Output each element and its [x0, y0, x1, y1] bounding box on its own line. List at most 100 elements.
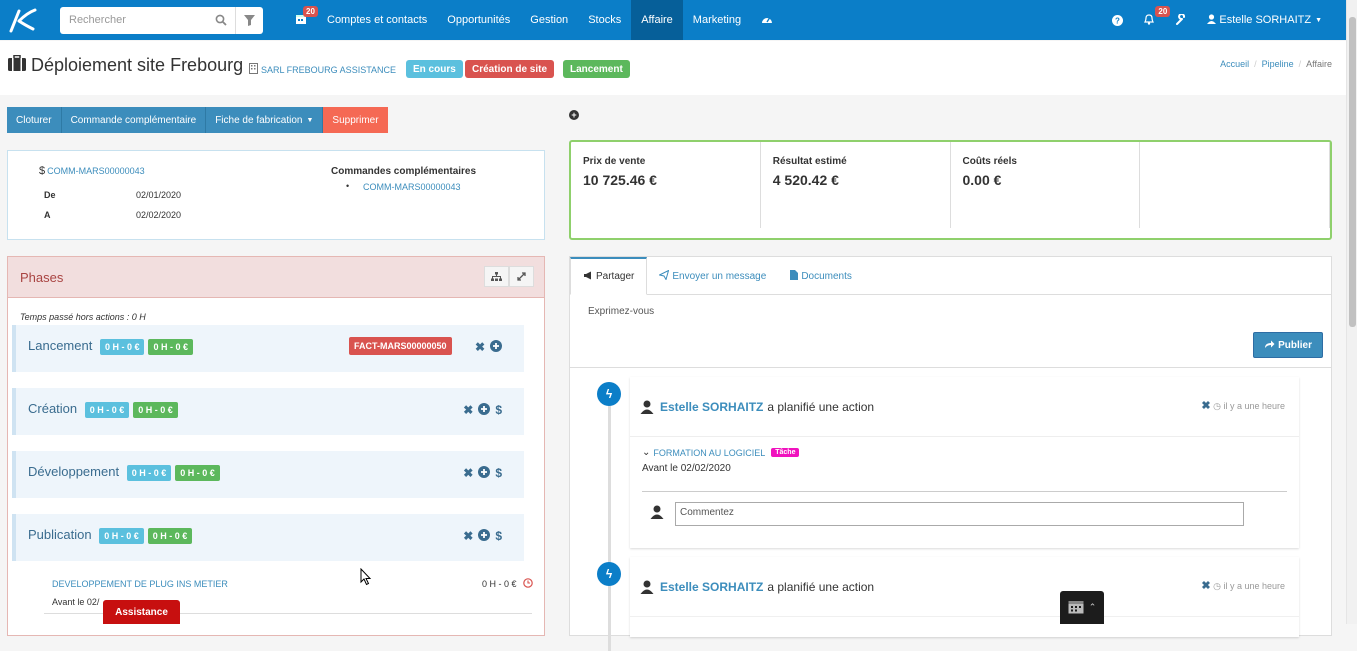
timeline-line — [608, 391, 611, 651]
tab-label: Documents — [801, 270, 852, 282]
filter-icon[interactable] — [235, 6, 263, 34]
page-scrollbar[interactable] — [1346, 0, 1357, 624]
company-link[interactable]: SARL FREBOURG ASSISTANCE — [249, 63, 396, 76]
phase-name: Création — [28, 401, 78, 416]
timeline-entry: Estelle SORHAITZ a planifié une action ✖… — [630, 377, 1299, 548]
dollar-icon[interactable]: $ — [495, 529, 502, 543]
de-value: 02/01/2020 — [136, 190, 182, 200]
dashboard-icon — [761, 14, 773, 27]
commande-complementaire-button[interactable]: Commande complémentaire — [61, 107, 207, 133]
phase-developpement[interactable]: Développement 0 H - 0 €0 H - 0 € ✖ $ — [12, 451, 524, 498]
stat-label: Prix de vente — [583, 156, 646, 167]
close-icon[interactable]: ✖ — [474, 340, 485, 354]
phase-lancement[interactable]: Lancement 0 H - 0 €0 H - 0 € FACT-MARS00… — [12, 325, 524, 372]
subphase-link[interactable]: DEVELOPPEMENT DE PLUG INS METIER — [52, 579, 228, 589]
calendar-nav[interactable]: 20 — [285, 0, 318, 40]
stat-prix-vente: Prix de vente 10 725.46 € — [571, 142, 761, 228]
add-circle-icon[interactable] — [478, 529, 491, 544]
bell-icon — [1143, 13, 1155, 28]
phase-publication[interactable]: Publication 0 H - 0 €0 H - 0 € ✖ $ — [12, 514, 524, 561]
nav-marketing[interactable]: Marketing — [692, 14, 742, 26]
close-icon[interactable]: ✖ — [463, 466, 474, 480]
user-menu[interactable]: Estelle SORHAITZ ▼ — [1197, 0, 1332, 40]
delete-icon[interactable]: ✖ — [1201, 400, 1211, 412]
breadcrumb: Accueil / Pipeline / Affaire — [1220, 59, 1332, 69]
timeline-entry: Estelle SORHAITZ a planifié une action ✖… — [630, 557, 1299, 637]
notifications-nav[interactable]: 20 — [1133, 0, 1171, 40]
nav-stocks[interactable]: Stocks — [588, 14, 622, 26]
breadcrumb-pipeline[interactable]: Pipeline — [1261, 59, 1294, 69]
user-avatar-icon — [650, 505, 664, 519]
stat-empty — [1140, 142, 1330, 228]
app-logo[interactable] — [0, 0, 44, 40]
top-navbar: Rechercher 20 Comptes et contacts Opport… — [0, 0, 1346, 40]
complementary-orders-title: Commandes complémentaires — [331, 166, 477, 177]
phase-name: Publication — [28, 527, 92, 542]
phase-creation[interactable]: Création 0 H - 0 €0 H - 0 € ✖ $ — [12, 388, 524, 435]
delete-icon[interactable]: ✖ — [1201, 580, 1211, 592]
supprimer-button[interactable]: Supprimer — [323, 107, 388, 133]
sitemap-icon[interactable] — [484, 266, 509, 287]
tab-partager[interactable]: Partager — [570, 257, 648, 295]
subphase-deadline: Avant le 02/ — [52, 597, 100, 607]
phase-hours-planned: 0 H - 0 € — [99, 339, 145, 355]
entry-time: ✖ ◷ il y a une heure — [1201, 579, 1285, 592]
order-link[interactable]: COMM-MARS00000043 — [47, 166, 145, 176]
action-buttons: Cloturer Commande complémentaire Fiche d… — [7, 107, 388, 133]
close-icon[interactable]: ✖ — [463, 403, 474, 417]
nav-gestion[interactable]: Gestion — [530, 14, 569, 26]
nav-opportunites[interactable]: Opportunités — [447, 14, 511, 26]
calendar-widget-button[interactable]: ⌃ — [1060, 591, 1104, 624]
entry-time-text: il y a une heure — [1223, 401, 1285, 411]
comment-input[interactable]: Commentez — [675, 502, 1244, 526]
entry-action-text: a planifié une action — [767, 399, 875, 414]
close-icon[interactable]: ✖ — [463, 529, 474, 543]
entry-header: Estelle SORHAITZ a planifié une action — [630, 557, 1299, 617]
add-circle-icon[interactable] — [490, 340, 502, 355]
complementary-order-link[interactable]: COMM-MARS00000043 — [363, 182, 461, 192]
bolt-icon: ϟ — [597, 562, 621, 586]
phase-name-row: Développement 0 H - 0 €0 H - 0 € — [28, 464, 220, 481]
fiche-fabrication-dropdown[interactable]: Fiche de fabrication ▼ — [206, 107, 324, 133]
mouse-cursor-icon — [360, 568, 372, 586]
tab-envoyer-message[interactable]: Envoyer un message — [647, 257, 778, 295]
breadcrumb-accueil[interactable]: Accueil — [1220, 59, 1250, 69]
task-link[interactable]: FORMATION AU LOGICIEL — [653, 447, 766, 458]
tab-label: Partager — [596, 271, 635, 282]
search-icon[interactable] — [207, 7, 235, 34]
nav-affaire[interactable]: Affaire — [631, 0, 683, 40]
caret-down-icon: ▼ — [1315, 16, 1322, 24]
entry-time: ✖ ◷ il y a une heure — [1201, 399, 1285, 412]
dollar-icon[interactable]: $ — [495, 403, 502, 417]
dollar-icon[interactable]: $ — [495, 466, 502, 480]
invoice-badge[interactable]: FACT-MARS00000050 — [349, 337, 452, 355]
add-circle-icon[interactable] — [478, 466, 491, 481]
dashboard-nav[interactable] — [751, 0, 783, 40]
post-input[interactable]: Exprimez-vous — [588, 306, 655, 317]
tab-documents[interactable]: Documents — [778, 257, 864, 295]
phase-hours-spent: 0 H - 0 € — [133, 402, 178, 418]
stat-label: Résultat estimé — [772, 156, 847, 167]
add-circle-icon[interactable] — [478, 403, 491, 418]
wrench-icon[interactable] — [1165, 0, 1197, 40]
expand-icon[interactable] — [509, 266, 534, 287]
phase-hours-planned: 0 H - 0 € — [99, 528, 144, 544]
search-input[interactable]: Rechercher — [69, 14, 126, 26]
stat-value: 0.00 € — [962, 172, 1002, 188]
assistance-button[interactable]: Assistance — [103, 600, 180, 624]
phase-name: Lancement — [28, 338, 93, 353]
cloturer-button[interactable]: Cloturer — [7, 107, 62, 133]
entry-author[interactable]: Estelle SORHAITZ — [660, 399, 764, 414]
add-widget-icon[interactable]: + — [569, 110, 579, 120]
phase-hours-planned: 0 H - 0 € — [126, 465, 172, 481]
entry-action-text: a planifié une action — [767, 579, 875, 594]
scrollbar-thumb[interactable] — [1349, 17, 1356, 327]
chevron-down-icon[interactable]: ⌄ — [642, 447, 651, 458]
publish-button[interactable]: Publier — [1253, 332, 1323, 358]
dollar-icon: $ — [39, 165, 46, 177]
entry-author[interactable]: Estelle SORHAITZ — [660, 579, 764, 594]
help-icon[interactable]: ? — [1102, 0, 1133, 40]
user-name: Estelle SORHAITZ — [1219, 14, 1312, 26]
feed-divider — [570, 367, 1331, 368]
nav-comptes-contacts[interactable]: Comptes et contacts — [327, 14, 428, 26]
